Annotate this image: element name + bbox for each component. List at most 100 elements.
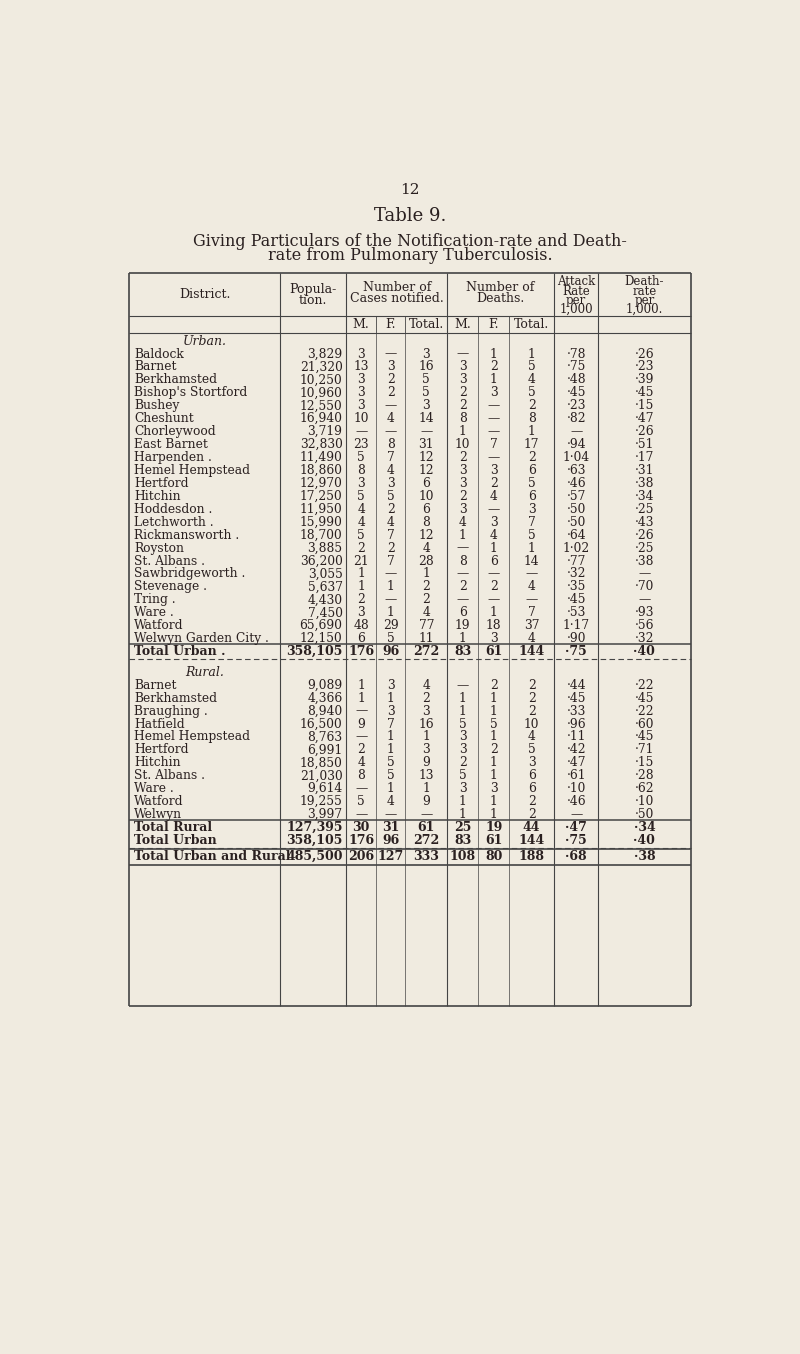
Text: 3: 3 <box>358 374 365 386</box>
Text: —: — <box>570 425 582 439</box>
Text: 19,255: 19,255 <box>300 795 342 808</box>
Text: 1: 1 <box>422 730 430 743</box>
Text: —: — <box>487 412 500 425</box>
Text: 3: 3 <box>490 516 498 528</box>
Text: St. Albans .: St. Albans . <box>134 769 205 783</box>
Text: East Barnet: East Barnet <box>134 439 208 451</box>
Text: ·32: ·32 <box>566 567 586 581</box>
Text: 1·04: 1·04 <box>562 451 590 464</box>
Text: —: — <box>638 593 650 607</box>
Text: ·47: ·47 <box>566 821 587 834</box>
Text: ·45: ·45 <box>566 593 586 607</box>
Text: ·47: ·47 <box>566 757 586 769</box>
Text: 4: 4 <box>358 516 365 528</box>
Text: 358,105: 358,105 <box>286 645 342 658</box>
Text: ·32: ·32 <box>634 632 654 645</box>
Text: 4: 4 <box>422 542 430 555</box>
Text: 14: 14 <box>524 555 539 567</box>
Text: Royston: Royston <box>134 542 184 555</box>
Text: 80: 80 <box>485 850 502 862</box>
Text: Popula-: Popula- <box>290 283 337 297</box>
Text: Hatfield: Hatfield <box>134 718 185 731</box>
Text: ·31: ·31 <box>634 464 654 477</box>
Text: ·26: ·26 <box>634 528 654 542</box>
Text: 2: 2 <box>458 490 466 502</box>
Text: Letchworth .: Letchworth . <box>134 516 214 528</box>
Text: ·45: ·45 <box>634 730 654 743</box>
Text: —: — <box>457 567 469 581</box>
Text: 1: 1 <box>459 808 466 821</box>
Text: 10: 10 <box>524 718 539 731</box>
Text: 4: 4 <box>422 678 430 692</box>
Text: 4: 4 <box>386 464 394 477</box>
Text: 25: 25 <box>454 821 471 834</box>
Text: 3: 3 <box>386 704 394 718</box>
Text: 1: 1 <box>386 692 394 704</box>
Text: ·34: ·34 <box>634 821 655 834</box>
Text: 4: 4 <box>386 795 394 808</box>
Text: 5: 5 <box>528 743 535 757</box>
Text: 7: 7 <box>528 516 535 528</box>
Text: ·43: ·43 <box>634 516 654 528</box>
Text: 206: 206 <box>348 850 374 862</box>
Text: 1: 1 <box>490 704 498 718</box>
Text: ·78: ·78 <box>566 348 586 360</box>
Text: 2: 2 <box>528 808 536 821</box>
Text: 1: 1 <box>358 581 365 593</box>
Text: 30: 30 <box>353 821 370 834</box>
Text: 8: 8 <box>458 555 466 567</box>
Text: Sawbridgeworth .: Sawbridgeworth . <box>134 567 246 581</box>
Text: 10: 10 <box>418 490 434 502</box>
Text: 83: 83 <box>454 834 471 848</box>
Text: —: — <box>570 808 582 821</box>
Text: F.: F. <box>386 318 396 332</box>
Text: 23: 23 <box>354 439 369 451</box>
Text: 2: 2 <box>458 581 466 593</box>
Text: 61: 61 <box>485 834 502 848</box>
Text: 4: 4 <box>386 412 394 425</box>
Text: 5: 5 <box>490 718 498 731</box>
Text: 1: 1 <box>528 348 535 360</box>
Text: Barnet: Barnet <box>134 360 177 374</box>
Text: —: — <box>355 730 367 743</box>
Text: 3: 3 <box>490 632 498 645</box>
Text: Berkhamsted: Berkhamsted <box>134 374 217 386</box>
Text: 6: 6 <box>422 502 430 516</box>
Text: 1: 1 <box>459 632 466 645</box>
Text: ·10: ·10 <box>566 783 586 795</box>
Text: 1,000.: 1,000. <box>626 303 663 315</box>
Text: —: — <box>526 567 538 581</box>
Text: 10: 10 <box>354 412 369 425</box>
Text: ·64: ·64 <box>566 528 586 542</box>
Text: Number of: Number of <box>362 282 431 294</box>
Text: 2: 2 <box>490 477 498 490</box>
Text: ·93: ·93 <box>634 607 654 619</box>
Text: 29: 29 <box>382 619 398 632</box>
Text: 3: 3 <box>459 730 466 743</box>
Text: ·63: ·63 <box>566 464 586 477</box>
Text: 176: 176 <box>348 645 374 658</box>
Text: 1: 1 <box>422 783 430 795</box>
Text: Deaths.: Deaths. <box>477 292 525 305</box>
Text: 4: 4 <box>528 374 536 386</box>
Text: —: — <box>385 425 397 439</box>
Text: 2: 2 <box>386 374 394 386</box>
Text: 7: 7 <box>386 718 394 731</box>
Text: 1: 1 <box>459 795 466 808</box>
Text: —: — <box>638 567 650 581</box>
Text: —: — <box>385 593 397 607</box>
Text: ·46: ·46 <box>566 795 586 808</box>
Text: Hemel Hempstead: Hemel Hempstead <box>134 464 250 477</box>
Text: 2: 2 <box>490 360 498 374</box>
Text: ·45: ·45 <box>634 692 654 704</box>
Text: 8: 8 <box>422 516 430 528</box>
Text: 21: 21 <box>354 555 369 567</box>
Text: Barnet: Barnet <box>134 678 177 692</box>
Text: 6: 6 <box>528 490 536 502</box>
Text: ·75: ·75 <box>566 834 587 848</box>
Text: Rural.: Rural. <box>185 666 224 678</box>
Text: ·71: ·71 <box>634 743 654 757</box>
Text: Hemel Hempstead: Hemel Hempstead <box>134 730 250 743</box>
Text: 4: 4 <box>490 490 498 502</box>
Text: 10: 10 <box>455 439 470 451</box>
